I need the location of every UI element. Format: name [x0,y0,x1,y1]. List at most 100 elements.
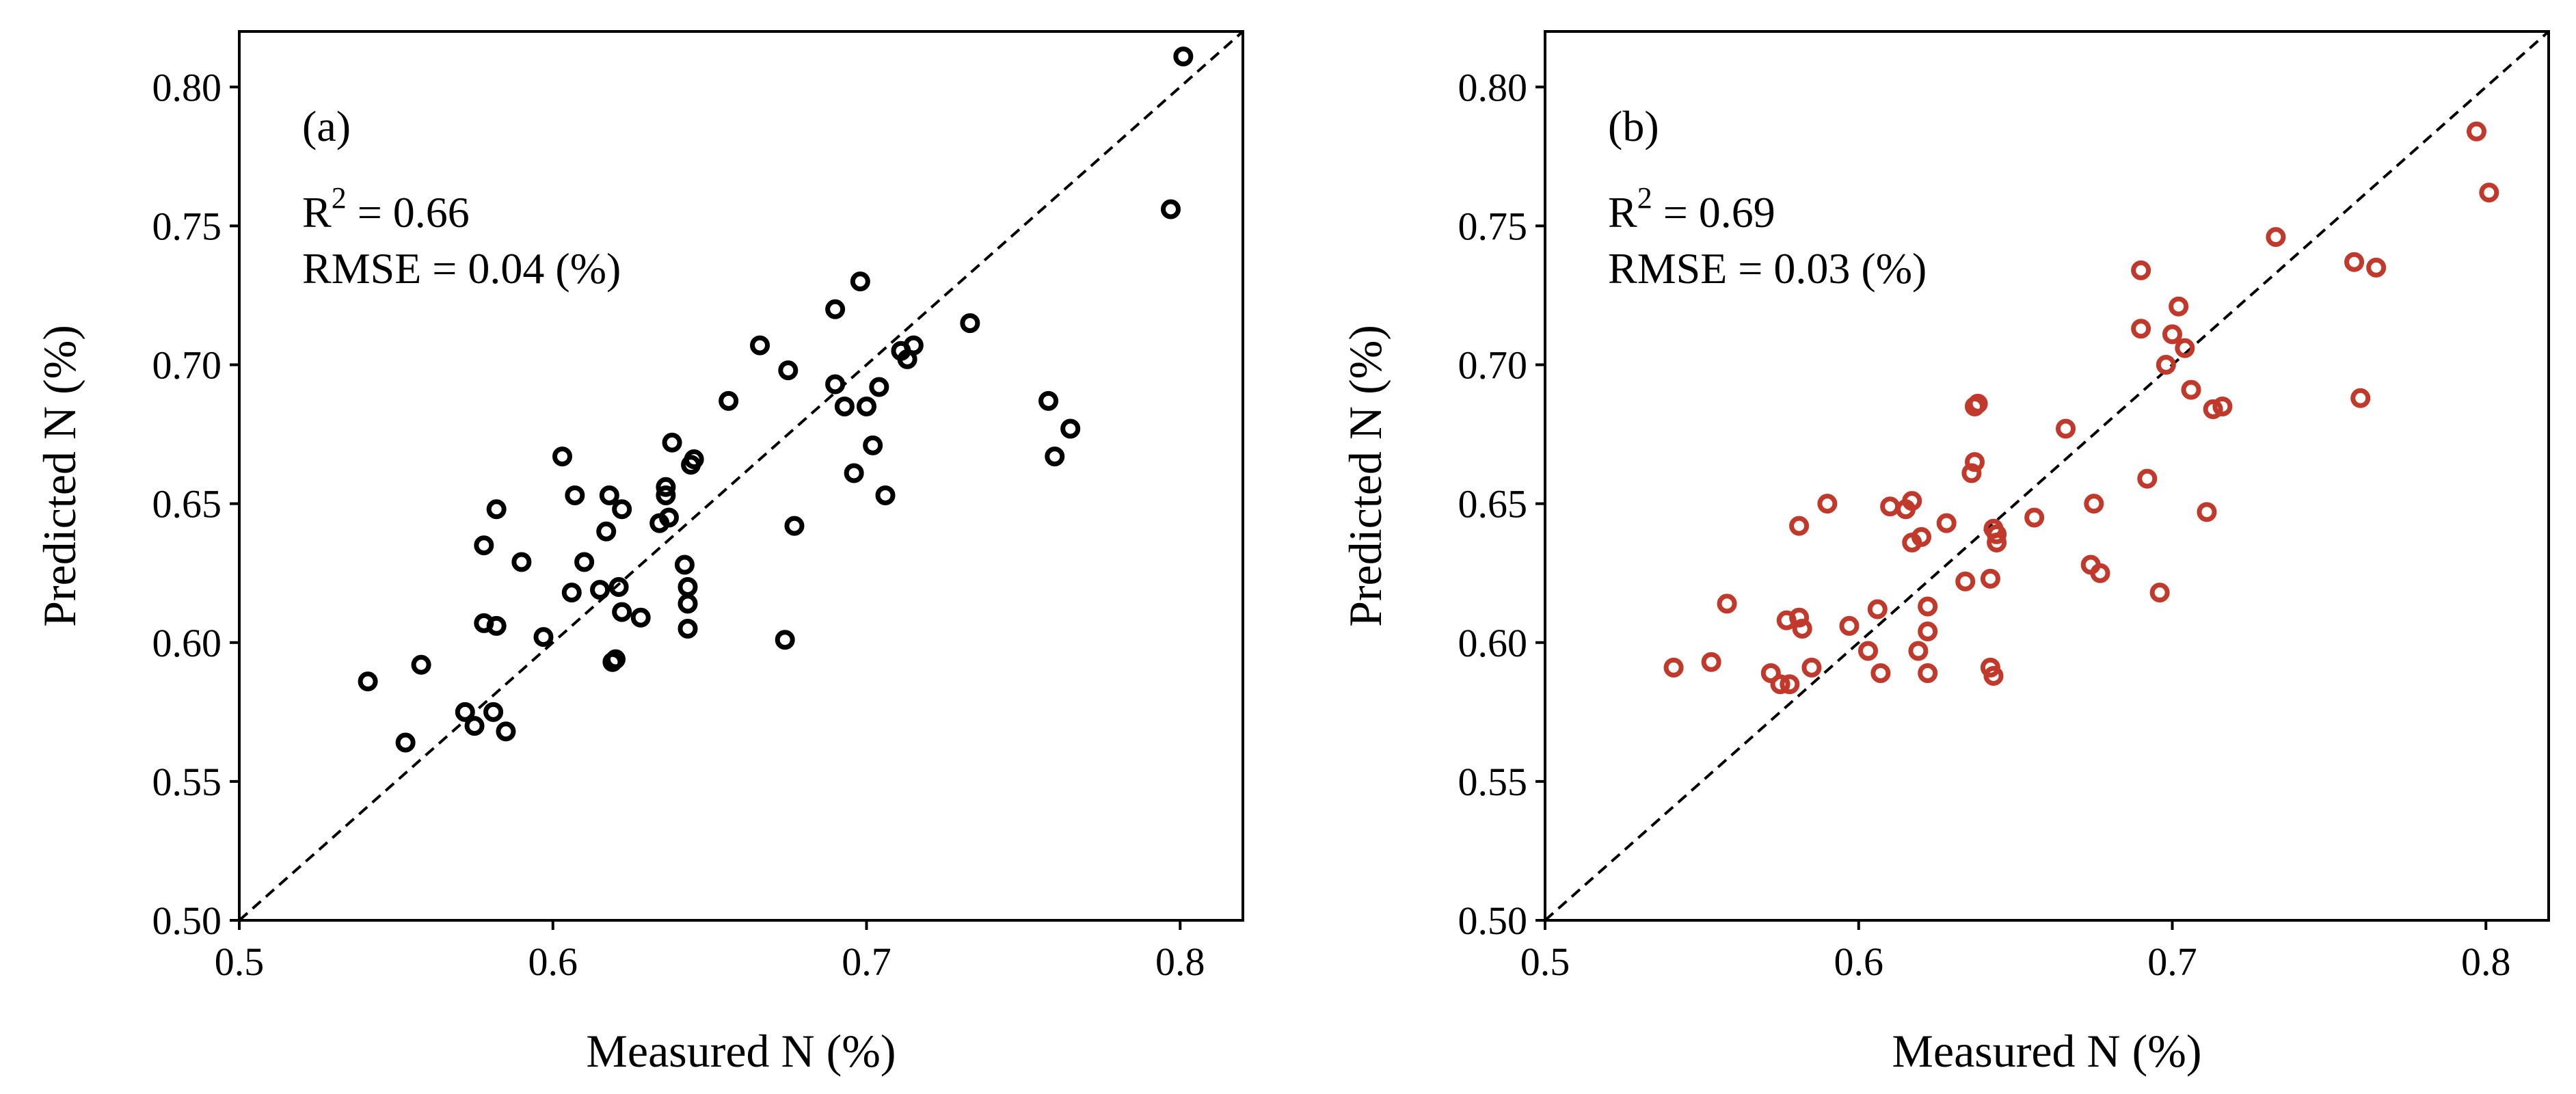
data-point [612,499,632,520]
data-point [2175,338,2195,358]
data-point [2137,468,2158,489]
data-point [903,335,924,356]
data-point [656,485,676,505]
data-point [486,499,507,520]
r-squared-annotation: R2 = 0.69 [1608,181,1775,237]
data-point [2090,563,2110,583]
data-point [1880,496,1901,517]
y-tick-label: 0.75 [1458,204,1528,248]
data-point [474,535,494,556]
data-point [2344,252,2365,272]
data-point [1936,513,1957,533]
data-point [1983,666,2004,686]
one-to-one-line [238,30,1244,922]
data-point [1955,571,1976,591]
data-point [395,732,416,753]
data-point [561,583,582,603]
y-tick-label: 0.70 [152,343,222,388]
data-point [875,485,896,505]
data-point [1968,393,1988,414]
data-point [1911,526,1931,547]
panel-label: (a) [302,102,351,150]
data-point [1961,463,1982,483]
panel-a: 0.5 0.6 0.7 0.8 0.50 0.55 0.60 0.65 0.70 0.75 0.80… [33,30,1244,1077]
data-point [778,360,799,381]
panel-label: (b) [1608,102,1659,150]
data-point [2203,399,2223,419]
data-point [656,477,676,497]
data-point [2131,319,2151,339]
y-axis-label: Predicted N (%) [33,325,85,627]
data-point [684,449,704,470]
y-tick-label: 0.75 [152,204,222,248]
y-tick-label: 0.80 [1458,65,1528,109]
data-point [511,552,532,572]
data-point [2366,257,2387,278]
y-tick-label: 0.50 [1458,898,1528,943]
data-point [533,627,554,648]
plot-frame [1544,30,2550,922]
data-point [1701,652,1721,672]
data-point [1038,390,1059,411]
data-point [483,702,504,722]
data-point [552,446,573,467]
data-point [658,507,679,528]
data-point [775,630,795,650]
x-tick-label: 0.6 [1834,939,1884,984]
data-point [1760,663,1781,683]
data-point [1789,607,1810,628]
data-point [1870,663,1891,683]
data-point [1663,657,1684,678]
data-point [2169,296,2189,317]
y-tick-label: 0.70 [1458,343,1528,388]
data-point [464,716,485,736]
data-point [2056,418,2076,439]
r-squared-value: = 0.69 [1652,188,1775,237]
r-squared-annotation: R2 = 0.66 [302,181,470,237]
data-point [784,516,805,536]
data-point [2162,324,2182,345]
data-point [1918,622,1938,641]
x-tick-label: 0.7 [842,939,891,984]
data-point [496,721,516,742]
data-point [750,335,770,356]
data-point [1045,446,1065,467]
data-point [662,432,682,453]
data-point [844,463,864,483]
data-point [1770,674,1790,695]
data-point [1060,418,1081,439]
data-point [2266,227,2286,248]
panel-b: 0.5 0.6 0.7 0.8 0.50 0.55 0.60 0.65 0.70 0.75 0.80… [1339,30,2550,1077]
y-tick-label: 0.65 [152,482,222,526]
r-squared-symbol: R [1608,188,1637,237]
data-point [565,485,585,505]
data-point [630,607,651,628]
r-squared-symbol: R [302,188,332,237]
data-point [1780,674,1800,695]
rmse-annotation: RMSE = 0.04 (%) [302,244,621,293]
data-point [2212,396,2233,416]
plot-frame [238,30,1244,922]
data-point [2024,507,2045,528]
data-point [1902,491,1922,511]
data-point [677,593,698,614]
y-axis-label: Predicted N (%) [1339,325,1391,627]
data-point [869,377,889,397]
y-tick-label: 0.55 [1458,760,1528,804]
data-point [612,602,632,622]
one-to-one-line [1544,30,2550,922]
data-point [1160,199,1181,219]
data-point [606,649,626,669]
data-point [2149,583,2170,603]
data-point [574,552,595,572]
data-point [1789,516,1810,536]
data-point [850,271,870,292]
data-point [825,299,846,319]
data-point [1839,615,1860,636]
data-point [863,435,883,455]
r-squared-exponent: 2 [332,181,347,215]
y-tick-label: 0.55 [152,760,222,804]
data-point [677,618,698,639]
data-point [486,615,507,636]
